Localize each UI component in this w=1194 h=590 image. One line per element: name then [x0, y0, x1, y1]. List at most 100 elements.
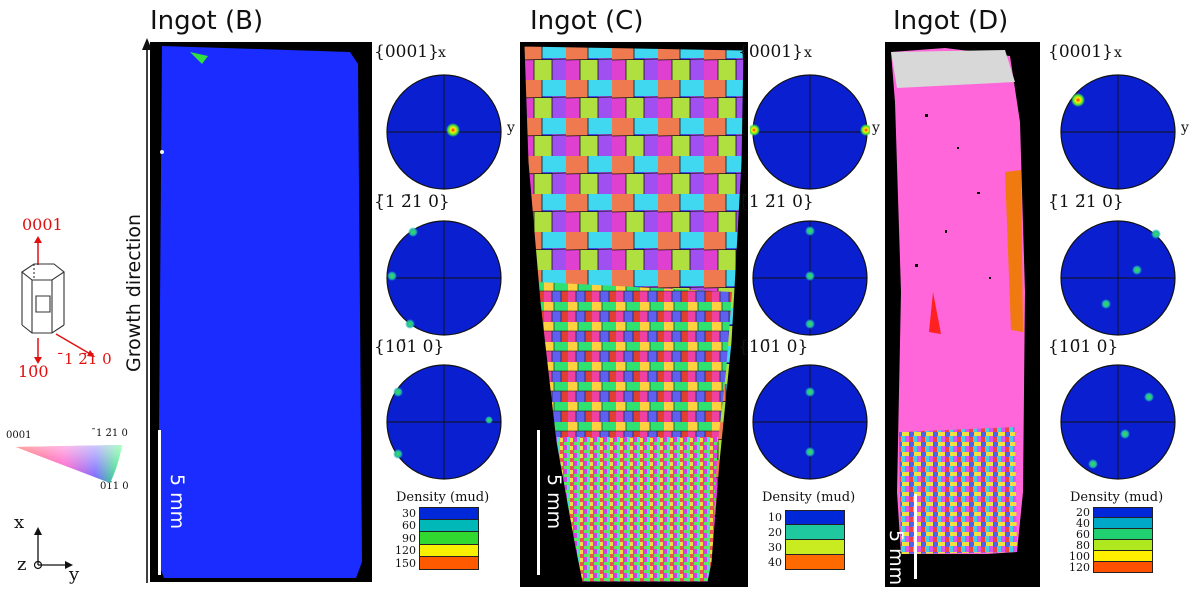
legend-swatch [1093, 518, 1153, 529]
ingot-b-title: Ingot (B) [150, 6, 264, 36]
ingot-d-pf-1210-label: {̄1 2̄1 0} [1048, 192, 1124, 212]
legend-row: 120 [386, 544, 479, 558]
legend-value: 20 [1076, 506, 1090, 519]
ingot-c-pole-figure-0001 [750, 74, 870, 190]
legend-swatch [419, 544, 479, 557]
ingot-c-pf-x-label: x [804, 45, 812, 61]
ingot-c-pf-1010-label: {10̄1 0} [738, 337, 809, 357]
legend-swatch [785, 510, 845, 525]
axis-z-label: z [17, 554, 27, 575]
ingot-b-density-legend: 30 60 90 120 150 [386, 507, 479, 570]
ingot-d-title: Ingot (D) [893, 6, 1009, 36]
ingot-c-scale-label: 5 mm [543, 474, 565, 530]
legend-value: 90 [402, 531, 416, 545]
legend-swatch [1093, 540, 1153, 551]
legend-value: 10 [768, 511, 782, 524]
legend-swatch [785, 540, 845, 555]
legend-value: 40 [1076, 517, 1090, 530]
legend-row: 20 [752, 525, 845, 540]
legend-row: 10 [752, 510, 845, 525]
ingot-c-density-title: Density (mud) [762, 490, 856, 505]
legend-value: 80 [1076, 539, 1090, 552]
ingot-c-ebsd-map: 5 mm [520, 42, 748, 587]
legend-swatch [785, 525, 845, 540]
legend-row: 40 [1060, 517, 1153, 530]
ingot-d-pole-figure-1010 [1060, 364, 1176, 480]
legend-swatch [419, 532, 479, 545]
legend-swatch [419, 557, 479, 570]
axis-y-label: y [69, 564, 80, 585]
legend-row: 40 [752, 555, 845, 570]
hexagonal-prism-icon [21, 236, 95, 364]
ingot-d-density-legend: 20 40 60 80 100 120 [1060, 506, 1153, 574]
legend-row: 60 [1060, 528, 1153, 541]
ipf-key-label-0110: 01̄1 0 [100, 481, 129, 492]
legend-value: 100 [1069, 550, 1090, 563]
axis-triad: x z y [10, 510, 100, 585]
ingot-c-title: Ingot (C) [530, 6, 644, 36]
ingot-b-pf-0001-label: {0001} [374, 42, 439, 62]
ingot-d-pf-x-label: x [1114, 45, 1122, 61]
legend-row: 80 [1060, 539, 1153, 552]
ingot-c-pole-figure-1010 [752, 364, 868, 480]
axis-triad-icon [33, 527, 73, 570]
legend-row: 30 [752, 540, 845, 555]
ingot-d-ebsd-map: 5 mm [885, 42, 1040, 587]
ingot-c-scale-bar [537, 430, 540, 575]
ingot-c-density-legend: 10 20 30 40 [752, 510, 845, 570]
legend-row: 90 [386, 532, 479, 545]
ingot-d-pole-figure-0001 [1060, 74, 1176, 190]
ingot-d-pole-figure-1210 [1060, 220, 1176, 336]
ingot-d-pf-0001-label: {0001} [1048, 42, 1113, 62]
ingot-c-pf-0001-label: {0001} [738, 42, 803, 62]
ingot-b-ebsd-map: 5 mm [150, 42, 372, 582]
ingot-d-scale-label: 5 mm [885, 530, 907, 586]
ingot-b-pf-1210-label: {̄1 2̄1 0} [374, 192, 450, 212]
crystal-label-1210: ̄1 2̄1 0 [64, 350, 112, 368]
ipf-key-label-1210: ̄1 2̄1 0 [96, 428, 128, 439]
ingot-b-pf-y-label: y [507, 120, 515, 136]
legend-row: 30 [386, 507, 479, 520]
ingot-b-pf-1010-label: {10̄1 0} [374, 337, 445, 357]
legend-swatch [1093, 529, 1153, 540]
legend-value: 30 [402, 506, 416, 520]
legend-value: 150 [395, 556, 416, 570]
axis-x-label: x [14, 512, 25, 533]
legend-row: 100 [1060, 550, 1153, 563]
ingot-d-density-title: Density (mud) [1070, 490, 1164, 505]
ingot-b-pole-figure-1210 [386, 220, 502, 336]
ingot-b-pf-x-label: x [438, 45, 446, 61]
ingot-b-scale-label: 5 mm [166, 474, 188, 530]
growth-direction-arrow [142, 38, 152, 583]
legend-value: 30 [768, 541, 782, 554]
ingot-c-pf-y-label: y [872, 120, 880, 136]
ingot-d-pf-y-label: y [1181, 120, 1189, 136]
legend-swatch [419, 507, 479, 520]
legend-row: 150 [386, 557, 479, 570]
legend-value: 20 [768, 526, 782, 539]
legend-row: 60 [386, 519, 479, 533]
legend-value: 40 [768, 556, 782, 569]
legend-swatch [1093, 507, 1153, 518]
legend-swatch [1093, 562, 1153, 573]
legend-value: 60 [402, 519, 416, 533]
legend-value: 120 [1069, 561, 1090, 574]
legend-value: 120 [395, 544, 416, 558]
ingot-d-scale-bar [914, 494, 917, 579]
ingot-b-scale-bar [158, 430, 161, 575]
ingot-b-pole-figure-1010 [386, 364, 502, 480]
ingot-b-pole-figure-0001 [386, 74, 502, 190]
crystal-schematic: 0001 10̄0 ̄1 2̄1 0 [0, 210, 135, 390]
ipf-triangle-icon [16, 445, 122, 483]
legend-swatch [785, 555, 845, 570]
legend-swatch [419, 519, 479, 532]
crystal-label-1010: 10̄0 [18, 362, 49, 381]
crystal-label-0001: 0001 [22, 215, 63, 234]
growth-direction-label: Growth direction [123, 213, 145, 372]
legend-row: 20 [1060, 506, 1153, 519]
ingot-d-grain-region [891, 48, 1025, 554]
ipf-color-key: 0001 ̄1 2̄1 0 01̄1 0 [0, 425, 135, 505]
ingot-b-density-title: Density (mud) [396, 490, 490, 505]
ingot-c-grain-region [523, 45, 745, 583]
ingot-c-pole-figure-1210 [752, 220, 868, 336]
